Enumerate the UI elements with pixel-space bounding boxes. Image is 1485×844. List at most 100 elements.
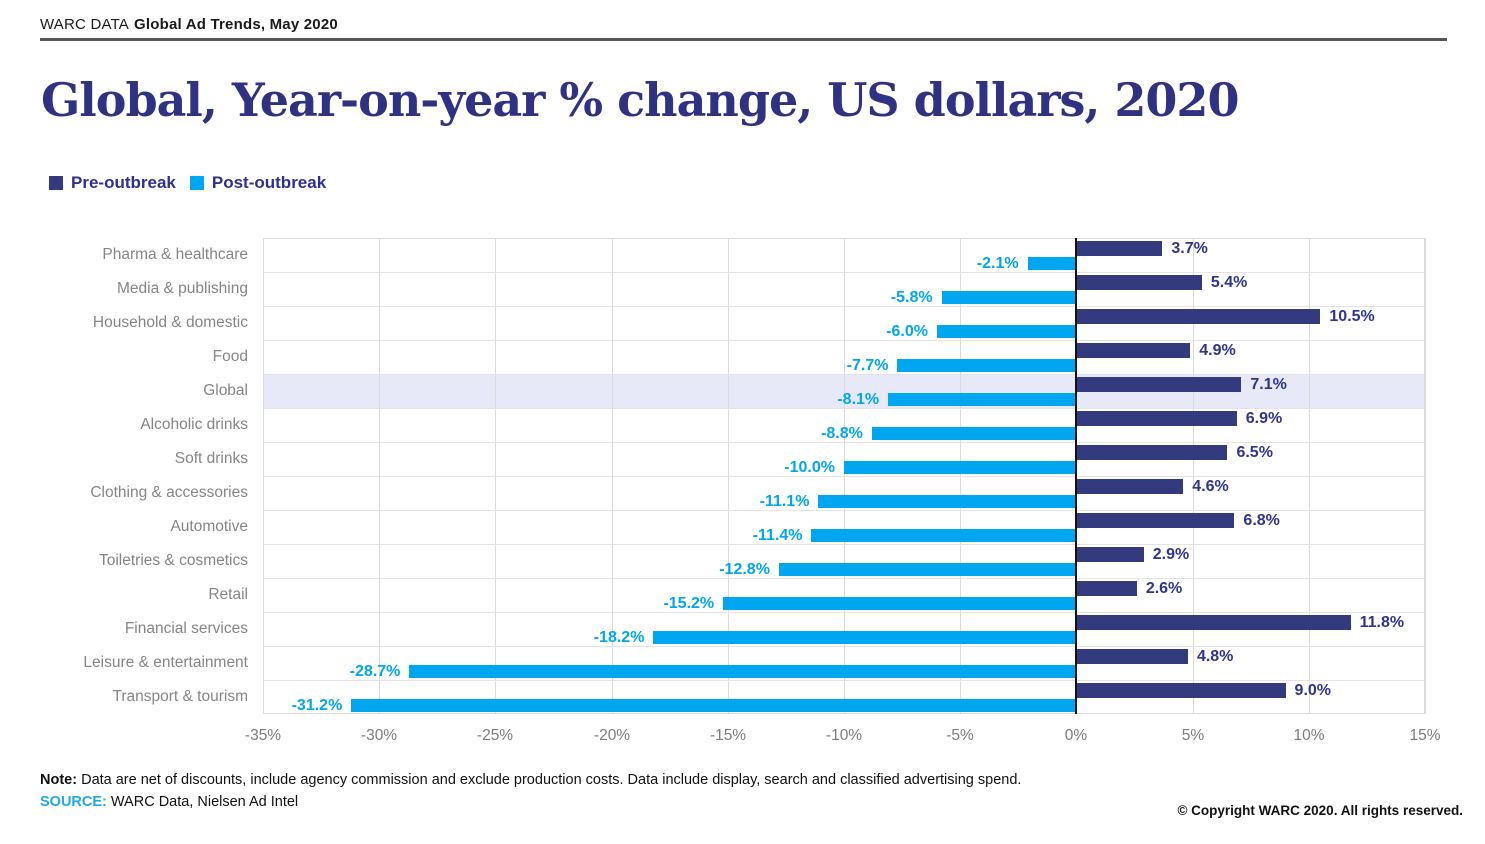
value-label-post: -12.8% xyxy=(719,561,770,578)
x-tick-label: -25% xyxy=(476,727,514,744)
category-label: Pharma & healthcare xyxy=(102,246,248,263)
value-label-post: -6.0% xyxy=(886,323,928,340)
grid-line-h xyxy=(263,374,1425,375)
value-label-pre: 4.8% xyxy=(1196,648,1234,665)
x-tick-label: -10% xyxy=(825,727,863,744)
grid-line-h xyxy=(263,544,1425,545)
legend-label-pre-outbreak: Pre-outbreak xyxy=(71,173,176,192)
value-label-pre: 9.0% xyxy=(1294,682,1332,699)
footnote: Note: Data are net of discounts, include… xyxy=(40,772,1021,788)
page-title: Global, Year-on-year % change, US dollar… xyxy=(41,73,1239,127)
chart-legend: Pre-outbreak Post-outbreak xyxy=(49,173,326,193)
value-label-post: -11.1% xyxy=(759,493,810,510)
grid-line-v xyxy=(844,238,845,714)
value-label-pre: 7.1% xyxy=(1250,376,1287,393)
category-label: Leisure & entertainment xyxy=(83,654,248,671)
bar-pre-outbreak xyxy=(1076,241,1163,256)
grid-line-h xyxy=(263,510,1425,511)
bar-pre-outbreak xyxy=(1076,615,1351,630)
value-label-pre: 3.7% xyxy=(1171,240,1208,257)
grid-line-h xyxy=(263,340,1425,341)
bar-pre-outbreak xyxy=(1076,479,1184,494)
grid-line-v xyxy=(728,238,729,714)
grid-line-h xyxy=(263,578,1425,579)
source-text: WARC Data, Nielsen Ad Intel xyxy=(106,794,299,810)
value-label-pre: 6.5% xyxy=(1236,444,1273,461)
category-label: Soft drinks xyxy=(174,450,248,467)
category-label: Toiletries & cosmetics xyxy=(98,552,248,569)
value-label-post: -5.8% xyxy=(890,289,933,306)
zero-axis-line xyxy=(1075,238,1077,714)
bar-post-outbreak xyxy=(941,291,1077,304)
value-label-post: -7.7% xyxy=(846,357,889,374)
value-label-pre: 6.9% xyxy=(1245,410,1283,427)
category-label: Food xyxy=(212,348,248,365)
bar-post-outbreak xyxy=(818,495,1077,508)
value-label-post: -8.8% xyxy=(821,425,863,442)
bar-pre-outbreak xyxy=(1076,445,1228,460)
copyright-notice: © Copyright WARC 2020. All rights reserv… xyxy=(1177,803,1463,818)
x-tick-label: -35% xyxy=(244,727,282,744)
grid-line-v xyxy=(1193,238,1194,714)
category-label: Media & publishing xyxy=(117,280,248,297)
source-label: SOURCE: xyxy=(40,794,107,810)
x-tick-label: 10% xyxy=(1293,727,1325,744)
bar-post-outbreak xyxy=(653,631,1077,644)
header-brand: WARC DATA xyxy=(40,16,130,33)
bar-pre-outbreak xyxy=(1076,309,1321,324)
value-label-pre: 5.4% xyxy=(1210,274,1248,291)
value-label-pre: 10.5% xyxy=(1329,308,1375,325)
bar-post-outbreak xyxy=(871,427,1077,440)
legend-swatch-pre-outbreak xyxy=(49,176,63,190)
footnote-label: Note: xyxy=(40,772,78,788)
legend-label-post-outbreak: Post-outbreak xyxy=(211,173,327,192)
legend-item-pre-outbreak: Pre-outbreak xyxy=(49,173,176,193)
bar-post-outbreak xyxy=(844,461,1077,474)
grid-line-v xyxy=(1425,238,1426,714)
value-label-post: -2.1% xyxy=(976,255,1019,272)
legend-swatch-post-outbreak xyxy=(189,176,204,190)
grid-line-v xyxy=(495,238,496,714)
bar-post-outbreak xyxy=(811,529,1077,542)
value-label-pre: 11.8% xyxy=(1359,614,1405,631)
grid-line-v xyxy=(960,238,961,714)
x-tick-label: 15% xyxy=(1409,727,1441,744)
plot-area xyxy=(263,238,1425,714)
grid-line-h xyxy=(263,442,1425,443)
bar-post-outbreak xyxy=(897,359,1077,372)
grid-line-v xyxy=(1309,238,1310,714)
bar-pre-outbreak xyxy=(1076,513,1235,528)
bar-post-outbreak xyxy=(723,597,1077,610)
value-label-post: -18.2% xyxy=(593,629,645,646)
x-tick-label: -30% xyxy=(360,727,398,744)
bar-pre-outbreak xyxy=(1076,377,1242,392)
report-header: WARC DATA Global Ad Trends, May 2020 xyxy=(40,16,338,33)
bar-post-outbreak xyxy=(778,563,1077,576)
header-publication: Global Ad Trends, May 2020 xyxy=(134,16,338,33)
grid-line-v xyxy=(263,238,264,714)
grid-line-h xyxy=(263,306,1425,307)
grid-line-h xyxy=(263,408,1425,409)
bar-post-outbreak xyxy=(409,665,1077,678)
grid-line-v xyxy=(379,238,380,714)
value-label-post: -8.1% xyxy=(837,391,880,408)
bar-pre-outbreak xyxy=(1076,275,1202,290)
bar-post-outbreak xyxy=(888,393,1077,406)
category-label: Retail xyxy=(208,586,248,603)
category-label: Transport & tourism xyxy=(112,688,248,705)
value-label-post: -11.4% xyxy=(752,527,803,544)
value-label-pre: 2.9% xyxy=(1152,546,1190,563)
category-label: Clothing & accessories xyxy=(90,484,248,501)
category-label: Financial services xyxy=(124,620,248,637)
grid-line-h xyxy=(263,476,1425,477)
source-line: SOURCE: WARC Data, Nielsen Ad Intel xyxy=(40,794,298,810)
grid-line-h xyxy=(263,272,1425,273)
value-label-pre: 2.6% xyxy=(1145,580,1183,597)
highlight-band xyxy=(263,374,1425,408)
grid-line-h xyxy=(263,680,1425,681)
value-label-pre: 4.9% xyxy=(1199,342,1236,359)
value-label-pre: 4.6% xyxy=(1192,478,1229,495)
x-tick-label: 5% xyxy=(1181,727,1205,744)
bar-pre-outbreak xyxy=(1076,547,1144,562)
grid-line-v xyxy=(612,238,613,714)
